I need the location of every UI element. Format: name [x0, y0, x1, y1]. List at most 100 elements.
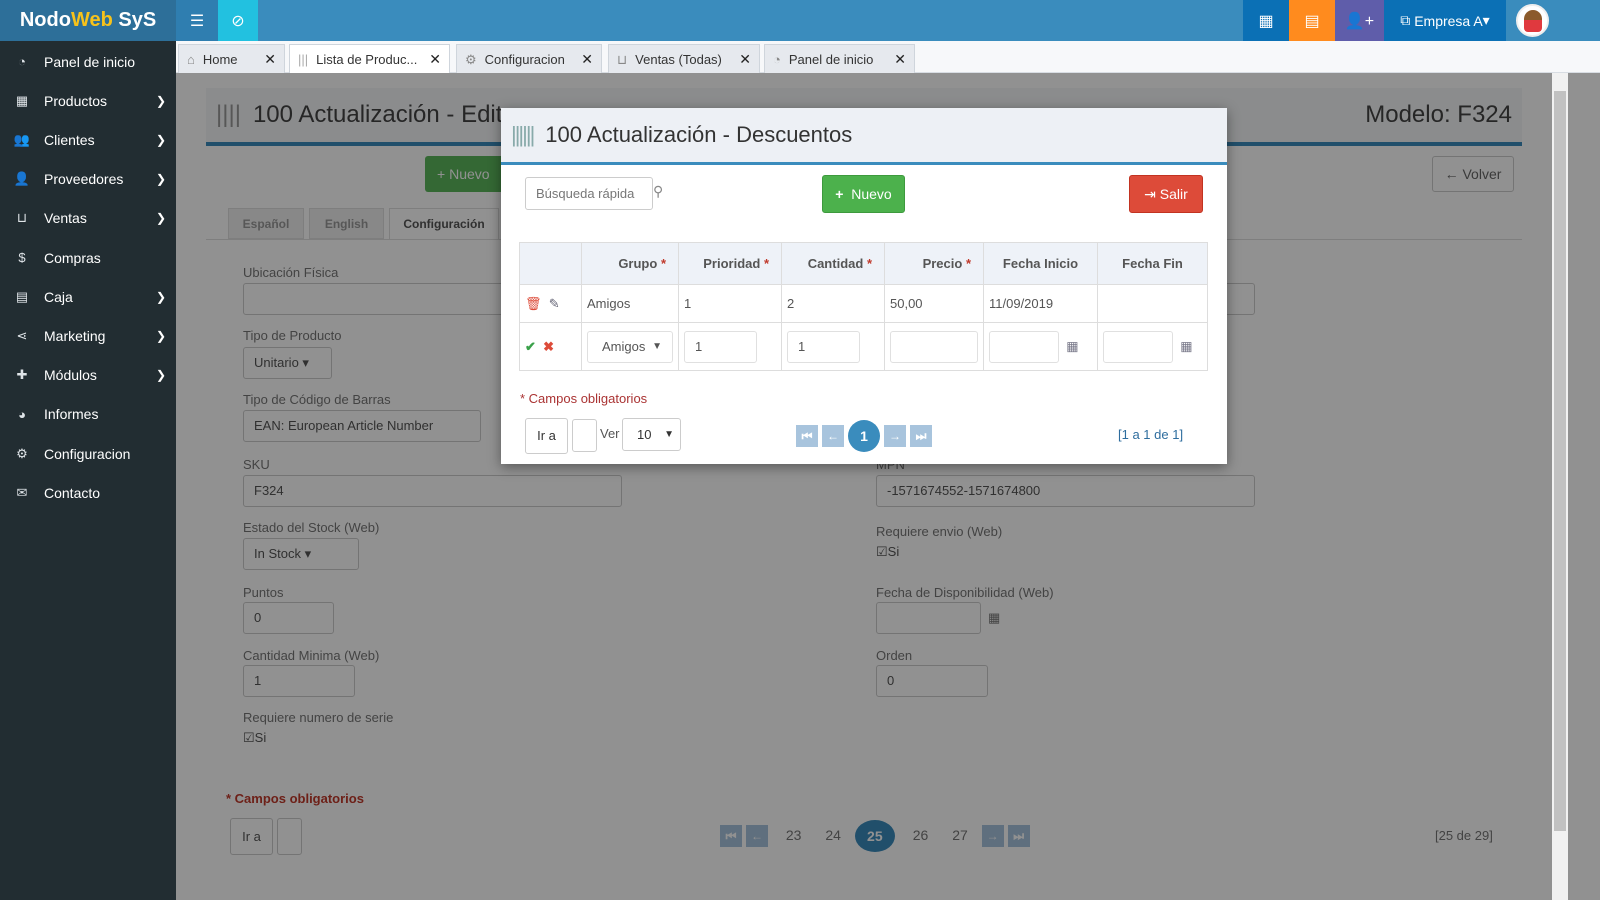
- prev-page-button[interactable]: ←: [746, 825, 768, 847]
- puntos-input[interactable]: 0: [243, 602, 334, 634]
- page-26[interactable]: 26: [912, 826, 929, 843]
- avatar[interactable]: [1516, 4, 1549, 37]
- close-icon[interactable]: ✕: [581, 51, 593, 67]
- close-icon[interactable]: ✕: [739, 51, 751, 67]
- col-precio[interactable]: Precio *: [884, 242, 984, 285]
- cash-register-button[interactable]: ▤: [1289, 0, 1335, 41]
- menu-toggle-button[interactable]: ☰: [176, 0, 218, 41]
- last-page-button[interactable]: ⏭: [910, 425, 932, 447]
- tab-product-list[interactable]: ||| Lista de Produc... ✕: [289, 44, 450, 74]
- logo[interactable]: NodoWeb SyS: [0, 0, 176, 41]
- col-grupo[interactable]: Grupo *: [581, 242, 679, 285]
- close-icon[interactable]: ✕: [264, 51, 276, 67]
- new-discount-button[interactable]: + Nuevo: [822, 175, 905, 213]
- orden-input[interactable]: 0: [876, 665, 988, 697]
- sidebar-item-proveedores[interactable]: 👤 Proveedores ❯: [0, 160, 176, 199]
- sidebar-item-informes[interactable]: ◕ Informes: [0, 395, 176, 434]
- per-page-select[interactable]: 10 ▼: [622, 418, 681, 451]
- inventory-button[interactable]: ▦: [1243, 0, 1289, 41]
- first-page-button[interactable]: ⏮: [720, 825, 742, 847]
- cell-grupo: Amigos: [581, 284, 679, 323]
- sidebar-item-label: Configuracion: [44, 445, 131, 462]
- precio-input[interactable]: [890, 330, 978, 363]
- page-current[interactable]: 1: [848, 420, 880, 452]
- grupo-select[interactable]: Amigos ▼: [587, 330, 673, 363]
- sidebar-item-panel-de-inicio[interactable]: ◔ Panel de inicio: [0, 42, 176, 81]
- col-fecha-inicio[interactable]: Fecha Inicio: [983, 242, 1098, 285]
- goto-button[interactable]: Ir a: [230, 818, 273, 855]
- tipo-codigo-select[interactable]: EAN: European Article Number: [243, 410, 481, 442]
- cash-register-icon: ▤: [1304, 12, 1320, 30]
- close-icon[interactable]: ✕: [429, 51, 441, 67]
- cell-precio: 50,00: [884, 284, 984, 323]
- sidebar-item-clientes[interactable]: 👥 Clientes ❯: [0, 120, 176, 159]
- envio-checkbox[interactable]: ☑Si: [876, 544, 900, 559]
- tab-configuracion[interactable]: ⚙ Configuracion ✕: [456, 44, 602, 74]
- col-fecha-fin[interactable]: Fecha Fin: [1097, 242, 1208, 285]
- envelope-icon: ✉: [16, 484, 28, 500]
- tab-ventas[interactable]: ⊔ Ventas (Todas) ✕: [608, 44, 760, 74]
- company-dropdown[interactable]: ⧉ Empresa A ▾: [1384, 0, 1506, 41]
- page-23[interactable]: 23: [785, 826, 802, 843]
- sku-input[interactable]: F324: [243, 475, 622, 507]
- tab-espanol[interactable]: Español: [228, 208, 304, 239]
- cantidad-input[interactable]: 1: [787, 330, 860, 363]
- new-button[interactable]: + Nuevo: [425, 156, 507, 192]
- quick-search-input[interactable]: Búsqueda rápida: [525, 177, 653, 210]
- serie-checkbox[interactable]: ☑Si: [243, 730, 267, 745]
- cell-fecha-inicio: 11/09/2019: [983, 284, 1098, 323]
- calendar-icon[interactable]: ▦: [1066, 337, 1079, 353]
- tab-configuracion-form[interactable]: Configuración: [389, 208, 499, 239]
- sidebar-item-ventas[interactable]: ⊔ Ventas ❯: [0, 199, 176, 238]
- back-button[interactable]: ← Volver: [1432, 156, 1514, 192]
- trash-icon[interactable]: 🗑: [525, 295, 542, 311]
- tipo-producto-select[interactable]: Unitario ▾: [243, 347, 332, 379]
- page-current[interactable]: 25: [854, 820, 895, 852]
- sidebar-item-m-dulos[interactable]: ✚ Módulos ❯: [0, 356, 176, 395]
- sidebar-item-contacto[interactable]: ✉ Contacto: [0, 473, 176, 512]
- page-24[interactable]: 24: [825, 826, 841, 843]
- estado-select[interactable]: In Stock ▾: [243, 538, 359, 570]
- check-icon[interactable]: ✔: [525, 338, 536, 354]
- sidebar-item-productos[interactable]: ▦ Productos ❯: [0, 81, 176, 120]
- calendar-icon[interactable]: ▦: [988, 610, 1001, 625]
- label-envio: Requiere envio (Web): [876, 524, 1003, 539]
- prioridad-input[interactable]: 1: [684, 330, 757, 363]
- next-page-button[interactable]: →: [981, 825, 1004, 847]
- last-page-button[interactable]: ⏭: [1007, 825, 1030, 847]
- first-page-button[interactable]: ⏮: [796, 425, 818, 447]
- sidebar-item-compras[interactable]: $ Compras: [0, 238, 176, 277]
- goto-input[interactable]: [572, 419, 597, 452]
- next-page-button[interactable]: →: [884, 425, 906, 447]
- edit-icon[interactable]: ✎: [548, 295, 560, 311]
- tab-home[interactable]: ⌂ Home ✕: [178, 44, 285, 74]
- add-user-button[interactable]: 👤+: [1335, 0, 1384, 41]
- fecha-fin-input[interactable]: [1103, 330, 1173, 363]
- sidebar-item-marketing[interactable]: ⋖ Marketing ❯: [0, 316, 176, 355]
- tab-panel-inicio[interactable]: ◔ Panel de inicio ✕: [764, 44, 915, 74]
- col-prioridad[interactable]: Prioridad *: [678, 242, 782, 285]
- edit-row: ✔ ✖ Amigos ▼ 1 1 ▦ ▦: [519, 322, 1208, 371]
- tab-english[interactable]: English: [309, 208, 384, 239]
- scrollbar[interactable]: [1552, 73, 1568, 900]
- exit-button[interactable]: ⇥ Salir: [1129, 175, 1203, 213]
- prev-page-button[interactable]: ←: [822, 425, 844, 447]
- chevron-right-icon: ❯: [155, 93, 166, 108]
- calendar-icon[interactable]: ▦: [1180, 337, 1193, 353]
- search-icon[interactable]: ⚲: [653, 183, 664, 199]
- fecha-disp-input[interactable]: [876, 602, 981, 634]
- hide-button[interactable]: ⊘: [218, 0, 258, 41]
- goto-input[interactable]: [277, 818, 302, 855]
- goto-button[interactable]: Ir a: [525, 418, 568, 454]
- eye-slash-icon: ⊘: [231, 12, 245, 30]
- sidebar-item-configuracion[interactable]: ⚙ Configuracion: [0, 434, 176, 473]
- col-cantidad[interactable]: Cantidad *: [781, 242, 885, 285]
- fecha-inicio-input[interactable]: [989, 330, 1059, 363]
- cancel-icon[interactable]: ✖: [543, 338, 555, 354]
- sidebar: [0, 41, 176, 900]
- page-27[interactable]: 27: [952, 826, 968, 843]
- close-icon[interactable]: ✕: [894, 51, 906, 67]
- cant-min-input[interactable]: 1: [243, 665, 355, 697]
- sidebar-item-caja[interactable]: ▤ Caja ❯: [0, 277, 176, 316]
- mpn-input[interactable]: -1571674552-1571674800: [876, 475, 1255, 507]
